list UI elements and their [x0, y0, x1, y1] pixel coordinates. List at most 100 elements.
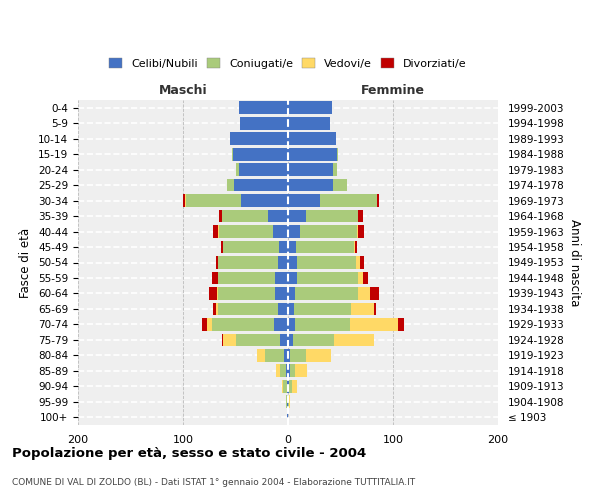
Bar	[288, 225, 299, 238]
Bar	[334, 334, 374, 346]
Bar	[295, 287, 358, 300]
Bar	[278, 240, 288, 254]
Bar	[239, 164, 288, 176]
Bar	[286, 396, 287, 408]
Bar	[240, 117, 288, 130]
Bar	[358, 287, 370, 300]
Bar	[377, 194, 379, 207]
Bar	[289, 396, 290, 408]
Bar	[221, 240, 223, 254]
Bar	[288, 256, 298, 269]
Bar	[288, 132, 337, 145]
Bar	[274, 318, 288, 331]
Bar	[288, 194, 320, 207]
Bar	[275, 287, 288, 300]
Bar	[288, 240, 296, 254]
Bar	[215, 256, 218, 269]
Bar	[288, 148, 337, 160]
Bar	[288, 287, 295, 300]
Bar	[202, 318, 207, 331]
Bar	[280, 334, 288, 346]
Bar	[235, 164, 239, 176]
Bar	[241, 194, 288, 207]
Bar	[333, 164, 337, 176]
Bar	[218, 287, 275, 300]
Bar	[370, 287, 379, 300]
Bar	[265, 349, 284, 362]
Bar	[227, 179, 235, 192]
Bar	[290, 364, 295, 377]
Bar	[222, 210, 268, 222]
Bar	[299, 225, 358, 238]
Bar	[288, 334, 293, 346]
Bar	[296, 240, 354, 254]
Bar	[223, 240, 278, 254]
Bar	[217, 287, 218, 300]
Bar	[295, 302, 351, 316]
Bar	[282, 380, 283, 392]
Bar	[288, 164, 333, 176]
Bar	[209, 287, 217, 300]
Bar	[287, 411, 288, 424]
Bar	[218, 302, 277, 316]
Bar	[183, 194, 185, 207]
Bar	[293, 334, 334, 346]
Bar	[358, 225, 364, 238]
Bar	[289, 380, 292, 392]
Bar	[212, 318, 274, 331]
Bar	[218, 272, 275, 284]
Bar	[350, 318, 398, 331]
Bar	[284, 349, 288, 362]
Bar	[236, 334, 280, 346]
Bar	[351, 302, 374, 316]
Bar	[185, 194, 186, 207]
Bar	[306, 349, 331, 362]
Bar	[218, 256, 277, 269]
Bar	[215, 302, 218, 316]
Bar	[295, 318, 350, 331]
Bar	[292, 380, 298, 392]
Bar	[374, 302, 376, 316]
Bar	[207, 318, 212, 331]
Bar	[288, 302, 295, 316]
Bar	[280, 364, 286, 377]
Bar	[286, 364, 288, 377]
Bar	[287, 380, 288, 392]
Y-axis label: Anni di nascita: Anni di nascita	[568, 219, 581, 306]
Bar	[333, 179, 347, 192]
Bar	[295, 364, 307, 377]
Bar	[268, 210, 288, 222]
Bar	[274, 225, 288, 238]
Bar	[222, 334, 223, 346]
Bar	[298, 272, 358, 284]
Bar	[186, 194, 241, 207]
Bar	[358, 272, 362, 284]
Bar	[288, 179, 333, 192]
Bar	[320, 194, 377, 207]
Text: Popolazione per età, sesso e stato civile - 2004: Popolazione per età, sesso e stato civil…	[12, 448, 366, 460]
Bar	[233, 148, 288, 160]
Bar	[219, 225, 274, 238]
Bar	[288, 210, 306, 222]
Bar	[288, 396, 289, 408]
Bar	[356, 256, 361, 269]
Bar	[290, 349, 306, 362]
Bar	[214, 302, 215, 316]
Bar	[355, 240, 358, 254]
Bar	[287, 396, 288, 408]
Bar	[214, 225, 218, 238]
Bar	[230, 132, 288, 145]
Bar	[218, 210, 222, 222]
Bar	[298, 256, 356, 269]
Bar	[288, 380, 289, 392]
Bar	[398, 318, 404, 331]
Bar	[306, 210, 358, 222]
Legend: Celibi/Nubili, Coniugati/e, Vedovi/e, Divorziati/e: Celibi/Nubili, Coniugati/e, Vedovi/e, Di…	[105, 54, 471, 73]
Bar	[288, 318, 295, 331]
Bar	[275, 272, 288, 284]
Bar	[239, 102, 288, 114]
Bar	[288, 364, 290, 377]
Bar	[235, 179, 288, 192]
Bar	[277, 256, 288, 269]
Bar	[361, 256, 364, 269]
